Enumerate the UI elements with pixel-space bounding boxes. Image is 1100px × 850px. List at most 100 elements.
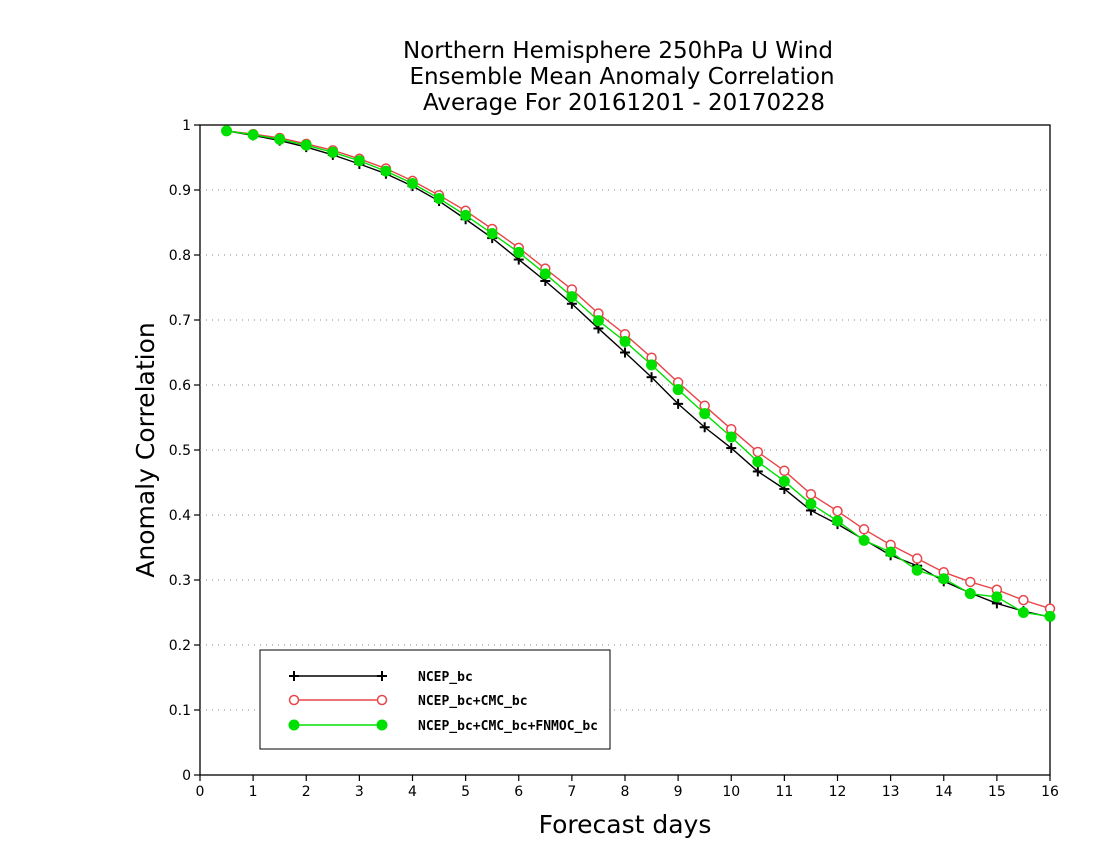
series-line-0 (226, 130, 1051, 618)
legend-item-0: NCEP_bc (289, 670, 473, 685)
x-axis: 0 1 2 3 4 5 6 7 8 9 10 11 12 13 14 15 16 (196, 775, 1059, 800)
data-point-1-23 (832, 505, 843, 517)
x-tick-label-9: 9 (674, 784, 683, 800)
x-tick-label-3: 3 (355, 784, 364, 800)
data-point-2-30 (1017, 607, 1029, 618)
legend-label-2: NCEP_bc+CMC_bc+FNMOC_bc (418, 719, 598, 734)
data-point-1-26 (911, 553, 923, 564)
y-tick-label-4: 0.4 (169, 508, 191, 524)
x-tick-label-15: 15 (988, 784, 1006, 800)
legend-label-1: NCEP_bc+CMC_bc (418, 694, 528, 709)
legend-label-0: NCEP_bc (418, 670, 473, 685)
data-point-0-19 (726, 443, 737, 454)
series-layer (221, 125, 1056, 623)
data-point-2-22 (805, 498, 817, 510)
legend-item-2: NCEP_bc+CMC_bc+FNMOC_bc (288, 719, 598, 734)
data-point-2-19 (725, 431, 737, 443)
y-tick-label-7: 0.7 (169, 313, 191, 329)
data-point-2-21 (778, 475, 790, 487)
y-tick-label-1: 0.1 (169, 703, 191, 719)
data-point-1-22 (805, 488, 817, 500)
y-axis-title: Anomaly Correlation (131, 322, 160, 577)
data-point-2-7 (407, 178, 418, 189)
legend-marker-end-1 (376, 694, 388, 706)
x-tick-label-0: 0 (196, 784, 205, 800)
data-point-2-29 (991, 591, 1003, 603)
data-point-2-31 (1044, 610, 1056, 622)
x-tick-label-8: 8 (621, 784, 630, 800)
data-point-2-5 (353, 155, 365, 167)
chart-title-line-2: Ensemble Mean Anomaly Correlation (409, 64, 834, 90)
y-tick-label-3: 0.3 (169, 573, 191, 589)
y-tick-label-8: 0.8 (169, 248, 191, 264)
data-point-2-0 (221, 125, 233, 137)
chart-title-line-1: Northern Hemisphere 250hPa U Wind (403, 38, 833, 64)
x-tick-label-6: 6 (514, 784, 523, 800)
x-axis-title: Forecast days (539, 810, 712, 839)
series-2 (221, 125, 1056, 622)
x-tick-label-4: 4 (408, 784, 417, 800)
chart-title-line-3: Average For 20161201 - 20170228 (423, 90, 825, 116)
y-tick-label-0: 0 (182, 768, 191, 784)
data-point-0-18 (699, 422, 710, 433)
data-point-2-1 (247, 129, 259, 141)
data-point-2-4 (327, 146, 339, 158)
data-point-2-3 (300, 139, 312, 151)
x-tick-label-12: 12 (829, 784, 847, 800)
y-tick-label-5: 0.5 (169, 443, 191, 459)
legend-marker-start-0 (289, 671, 299, 681)
data-point-1-21 (779, 465, 790, 477)
data-point-2-27 (938, 573, 950, 585)
data-point-2-12 (539, 268, 551, 280)
data-point-2-16 (646, 359, 658, 371)
series-0 (221, 125, 1055, 623)
series-line-2 (226, 130, 1051, 618)
data-point-2-15 (619, 335, 631, 347)
legend-item-1: NCEP_bc+CMC_bc (288, 694, 528, 709)
x-tick-label-10: 10 (722, 784, 740, 800)
legend-marker-end-0 (377, 671, 387, 681)
series-1 (221, 125, 1056, 614)
data-point-0-15 (620, 347, 630, 358)
legend-marker-start-2 (288, 719, 300, 731)
data-point-1-30 (1018, 594, 1029, 606)
data-point-2-2 (274, 133, 286, 145)
data-point-2-10 (486, 228, 498, 240)
data-point-2-25 (885, 546, 897, 558)
data-point-1-20 (752, 446, 764, 458)
data-point-2-6 (380, 165, 392, 177)
x-tick-label-1: 1 (249, 784, 258, 800)
data-point-2-11 (513, 246, 525, 258)
legend-marker-end-2 (376, 719, 388, 731)
x-tick-label-5: 5 (461, 784, 470, 800)
x-tick-label-2: 2 (302, 784, 311, 800)
data-point-2-17 (672, 384, 684, 396)
data-point-0-17 (673, 398, 684, 409)
grid-lines (200, 189, 1050, 711)
data-point-0-16 (646, 372, 657, 383)
data-point-2-28 (964, 588, 976, 600)
x-tick-label-14: 14 (935, 784, 953, 800)
data-point-2-14 (592, 315, 604, 327)
legend-marker-start-1 (288, 694, 300, 706)
data-point-2-8 (433, 192, 445, 204)
y-tick-label-2: 0.2 (169, 638, 191, 654)
y-tick-label-6: 0.6 (169, 378, 191, 394)
data-point-2-13 (566, 291, 578, 303)
data-point-1-28 (965, 576, 976, 588)
data-point-2-26 (911, 564, 923, 576)
data-point-2-24 (858, 534, 870, 546)
x-tick-label-16: 16 (1041, 784, 1059, 800)
y-axis: 0 0.1 0.2 0.3 0.4 0.5 0.6 0.7 0.8 0.9 1 (169, 118, 200, 784)
x-tick-label-11: 11 (775, 784, 793, 800)
data-point-2-18 (699, 408, 711, 420)
y-tick-label-10: 1 (182, 118, 191, 134)
data-point-1-24 (858, 524, 870, 535)
legend: NCEP_bc NCEP_bc+CMC_bc NCEP_bc+CMC_bc+FNMO… (288, 670, 598, 734)
data-point-2-9 (460, 209, 472, 221)
x-tick-label-7: 7 (567, 784, 576, 800)
data-point-2-20 (752, 456, 764, 468)
series-line-1 (226, 130, 1051, 610)
data-point-0-20 (752, 466, 763, 477)
